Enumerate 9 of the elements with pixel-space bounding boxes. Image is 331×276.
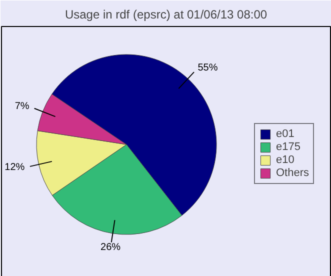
data-label: 55%: [198, 62, 218, 74]
chart-title: Usage in rdf (epsrc) at 01/06/13 08:00: [64, 8, 268, 22]
data-label: 26%: [100, 242, 121, 254]
legend-label: e175: [276, 141, 300, 153]
data-label: 12%: [4, 162, 25, 174]
legend-label: Others: [276, 167, 310, 179]
legend-label: e10: [276, 154, 296, 166]
legend-label: e01: [276, 128, 296, 140]
data-label: 7%: [14, 100, 30, 112]
